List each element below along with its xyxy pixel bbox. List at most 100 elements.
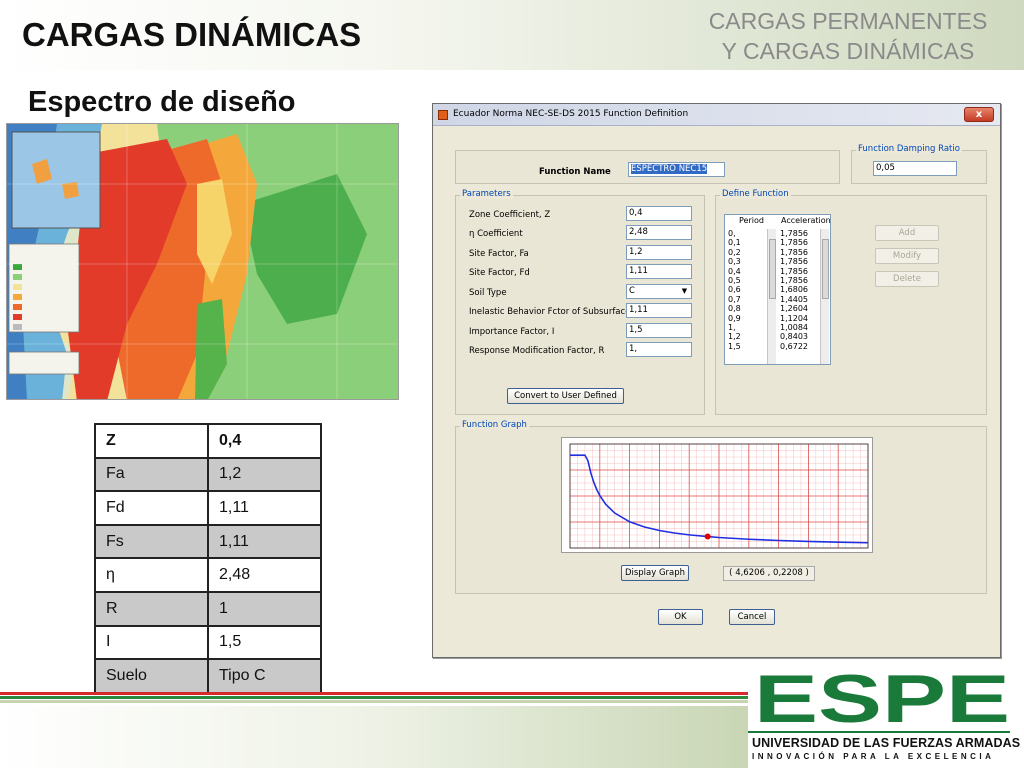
espe-logo: ESPE UNIVERSIDAD DE LAS FUERZAS ARMADAS …	[748, 668, 1024, 768]
param-label: I	[94, 624, 209, 661]
map-image	[7, 124, 398, 399]
function-definition-dialog: Ecuador Norma NEC-SE-DS 2015 Function De…	[432, 103, 1001, 658]
param-label-i: Importance Factor, I	[469, 327, 555, 337]
section-title-line1: CARGAS PERMANENTES	[708, 8, 988, 34]
list-item[interactable]: 0,	[728, 229, 736, 238]
list-item[interactable]: 1,2	[728, 332, 741, 342]
list-item[interactable]: 0,5	[728, 276, 741, 286]
university-motto: INNOVACIÓN PARA LA EXCELENCIA	[752, 752, 995, 761]
table-row: I 1,5	[94, 624, 322, 661]
site-factor-fa-input[interactable]: 1,2	[626, 245, 692, 260]
list-item[interactable]: 0,8	[728, 304, 741, 314]
function-name-label: Function Name	[539, 167, 611, 177]
define-function-group-label: Define Function	[720, 189, 791, 199]
convert-to-user-defined-button[interactable]: Convert to User Defined	[507, 388, 624, 404]
list-item[interactable]: 0,2	[728, 247, 741, 257]
plot-frame	[569, 443, 869, 549]
list-item[interactable]: 1,6806	[780, 285, 808, 295]
param-label-eta: η Coefficient	[469, 229, 523, 239]
response-modification-input[interactable]: 1,	[626, 342, 692, 357]
coordinate-readout: ( 4,6206 , 0,2208 )	[723, 566, 815, 581]
table-row: Z 0,4	[94, 423, 322, 459]
param-value: 0,4	[207, 423, 322, 459]
param-value: 2,48	[207, 557, 322, 593]
stripe-red	[0, 692, 748, 695]
list-item[interactable]: 1,0084	[780, 323, 808, 333]
param-label: η	[94, 557, 209, 593]
site-factor-fd-input[interactable]: 1,11	[626, 264, 692, 279]
function-graph-plot	[569, 443, 869, 549]
footer-stripes	[0, 692, 748, 704]
param-label-soil: Soil Type	[469, 288, 507, 298]
close-button[interactable]: x	[964, 107, 994, 122]
ok-button[interactable]: OK	[658, 609, 703, 625]
list-item[interactable]: 0,3	[728, 257, 741, 267]
display-graph-button[interactable]: Display Graph	[621, 565, 689, 581]
list-item[interactable]: 0,8403	[780, 332, 808, 342]
param-value: Tipo C	[207, 658, 322, 694]
list-item[interactable]: 1,7856	[780, 257, 808, 267]
scroll-thumb[interactable]	[769, 239, 776, 299]
list-item[interactable]: 0,6722	[780, 341, 808, 351]
zone-coefficient-input[interactable]: 0,4	[626, 206, 692, 221]
list-item[interactable]: 1,7856	[780, 266, 808, 276]
function-name-input[interactable]: ESPECTRO NEC15	[628, 162, 725, 177]
dialog-titlebar[interactable]: Ecuador Norma NEC-SE-DS 2015 Function De…	[433, 104, 1000, 126]
logo-text: ESPE	[754, 670, 1010, 730]
chevron-down-icon[interactable]: ▼	[681, 287, 688, 295]
table-row: η 2,48	[94, 557, 322, 593]
delete-button[interactable]: Delete	[875, 271, 939, 287]
period-column: 0, 0,1 0,2 0,3 0,4 0,5 0,6 0,7 0,8 0,9 1, 1,2 1,5	[728, 229, 741, 351]
list-item[interactable]: 0,7	[728, 294, 741, 304]
stripe-green	[0, 696, 748, 699]
param-label-fs: Inelastic Behavior Fctor of Subsurface, …	[469, 307, 646, 317]
table-row: Fd 1,11	[94, 490, 322, 526]
footer-band	[0, 706, 748, 768]
cancel-button[interactable]: Cancel	[729, 609, 775, 625]
fs-input[interactable]: 1,11	[626, 303, 692, 318]
acceleration-column: 1,7856 1,7856 1,7856 1,7856 1,7856 1,7856 1,68…	[780, 229, 808, 351]
espe-logo-letters: ESPE	[754, 670, 1010, 730]
spectrum-line	[570, 454, 869, 544]
list-item[interactable]: 0,9	[728, 313, 741, 323]
soil-type-value: C	[629, 286, 635, 296]
param-label: Fa	[94, 456, 209, 493]
period-header: Period	[739, 216, 764, 225]
param-label-fa: Site Factor, Fa	[469, 249, 529, 259]
param-label: Fd	[94, 490, 209, 526]
table-row: Suelo Tipo C	[94, 658, 322, 694]
period-scrollbar[interactable]	[767, 229, 776, 364]
list-item[interactable]: 0,4	[728, 266, 741, 276]
importance-factor-input[interactable]: 1,5	[626, 323, 692, 338]
list-item[interactable]: 1,4405	[780, 294, 808, 304]
list-item[interactable]: 1,7856	[780, 238, 808, 248]
table-row: Fa 1,2	[94, 456, 322, 493]
list-item[interactable]: 1,1204	[780, 313, 808, 323]
eta-coefficient-input[interactable]: 2,48	[626, 225, 692, 240]
period-acceleration-list[interactable]: Period Acceleration 0, 0,1 0,2 0,3 0,4 0,5 0,6…	[724, 214, 831, 365]
param-value: 1,11	[207, 490, 322, 526]
scroll-thumb[interactable]	[822, 239, 829, 299]
list-item[interactable]: 0,1	[728, 238, 741, 248]
damping-input[interactable]: 0,05	[873, 161, 957, 176]
add-button[interactable]: Add	[875, 225, 939, 241]
list-item[interactable]: 1,7856	[780, 276, 808, 286]
param-label: Z	[94, 423, 209, 459]
soil-type-select[interactable]: C ▼	[626, 284, 692, 299]
list-item[interactable]: 1,7856	[780, 247, 808, 257]
dialog-title: Ecuador Norma NEC-SE-DS 2015 Function De…	[453, 109, 689, 119]
parameters-group-label: Parameters	[460, 189, 513, 199]
function-graph[interactable]	[561, 437, 873, 553]
section-title-line2: Y CARGAS DINÁMICAS	[721, 38, 975, 64]
list-item[interactable]: 1,7856	[780, 229, 808, 238]
param-value: 1,2	[207, 456, 322, 493]
param-value: 1,11	[207, 523, 322, 560]
acceleration-scrollbar[interactable]	[820, 229, 829, 364]
list-item[interactable]: 0,6	[728, 285, 741, 295]
list-item[interactable]: 1,	[728, 323, 736, 333]
list-item[interactable]: 1,2604	[780, 304, 808, 314]
list-item[interactable]: 1,5	[728, 341, 741, 351]
param-value: 1	[207, 590, 322, 627]
param-label: Suelo	[94, 658, 209, 694]
modify-button[interactable]: Modify	[875, 248, 939, 264]
